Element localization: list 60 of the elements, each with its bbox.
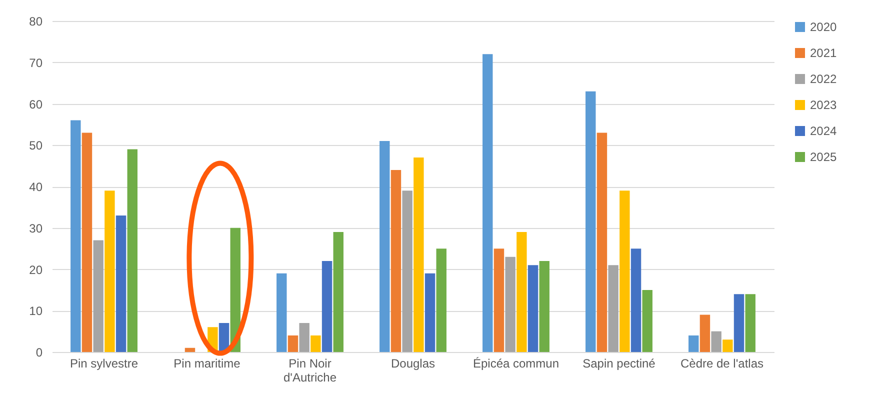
bar — [184, 348, 196, 352]
bar — [127, 149, 138, 352]
bar — [70, 120, 81, 352]
y-tick-label: 10 — [29, 304, 43, 318]
bar — [333, 232, 344, 352]
legend-label: 2024 — [810, 124, 838, 138]
y-tick-label: 40 — [29, 180, 43, 194]
bar — [390, 170, 402, 352]
legend-label: 2020 — [810, 20, 838, 34]
bar — [620, 190, 630, 352]
y-tick-label: 0 — [36, 346, 43, 360]
bar — [700, 314, 710, 352]
bar — [288, 335, 298, 352]
bar — [688, 335, 699, 352]
bar — [380, 140, 390, 352]
x-tick-label: Cèdre de l'atlas — [680, 356, 764, 370]
bar — [745, 294, 756, 352]
bar — [93, 240, 104, 352]
bar — [414, 158, 424, 352]
bar — [402, 190, 412, 352]
legend-label: 2025 — [810, 150, 838, 164]
bar — [82, 132, 92, 352]
bar — [299, 323, 310, 352]
legend-label: 2023 — [810, 98, 838, 112]
bar — [630, 248, 642, 352]
bar — [586, 91, 596, 352]
bar — [642, 290, 652, 352]
x-tick-label: Pin maritime — [174, 356, 241, 370]
y-tick-label: 80 — [29, 14, 43, 28]
bar — [516, 232, 527, 352]
y-tick-label: 60 — [29, 97, 43, 112]
y-tick-label: 70 — [29, 56, 43, 70]
legend-label: 2022 — [810, 72, 838, 86]
bar — [424, 273, 436, 352]
x-tick-label: Pin sylvestre — [70, 356, 138, 370]
bar — [539, 260, 550, 352]
bar — [608, 265, 618, 352]
bar — [722, 340, 733, 352]
bar — [482, 54, 493, 352]
bar — [436, 248, 446, 352]
bar — [310, 335, 321, 352]
x-tick-label: Épicéa commun — [472, 356, 560, 370]
legend-label: 2021 — [810, 46, 838, 60]
bar — [116, 215, 126, 352]
y-tick-label: 50 — [29, 138, 43, 153]
bar — [230, 228, 240, 352]
x-tick-label: Pin Noir d'Autriche — [284, 356, 337, 384]
y-tick-label: 30 — [29, 221, 43, 236]
x-tick-label: Sapin pectiné — [582, 356, 656, 370]
bar — [596, 132, 608, 352]
bar — [711, 331, 722, 352]
bar — [734, 294, 744, 352]
bar — [276, 273, 287, 352]
bar — [322, 260, 332, 352]
bar — [505, 256, 516, 352]
bar — [528, 265, 538, 352]
bar — [104, 190, 115, 352]
y-tick-label: 20 — [29, 262, 43, 277]
bar — [494, 248, 504, 352]
x-tick-label: Douglas — [390, 356, 436, 370]
